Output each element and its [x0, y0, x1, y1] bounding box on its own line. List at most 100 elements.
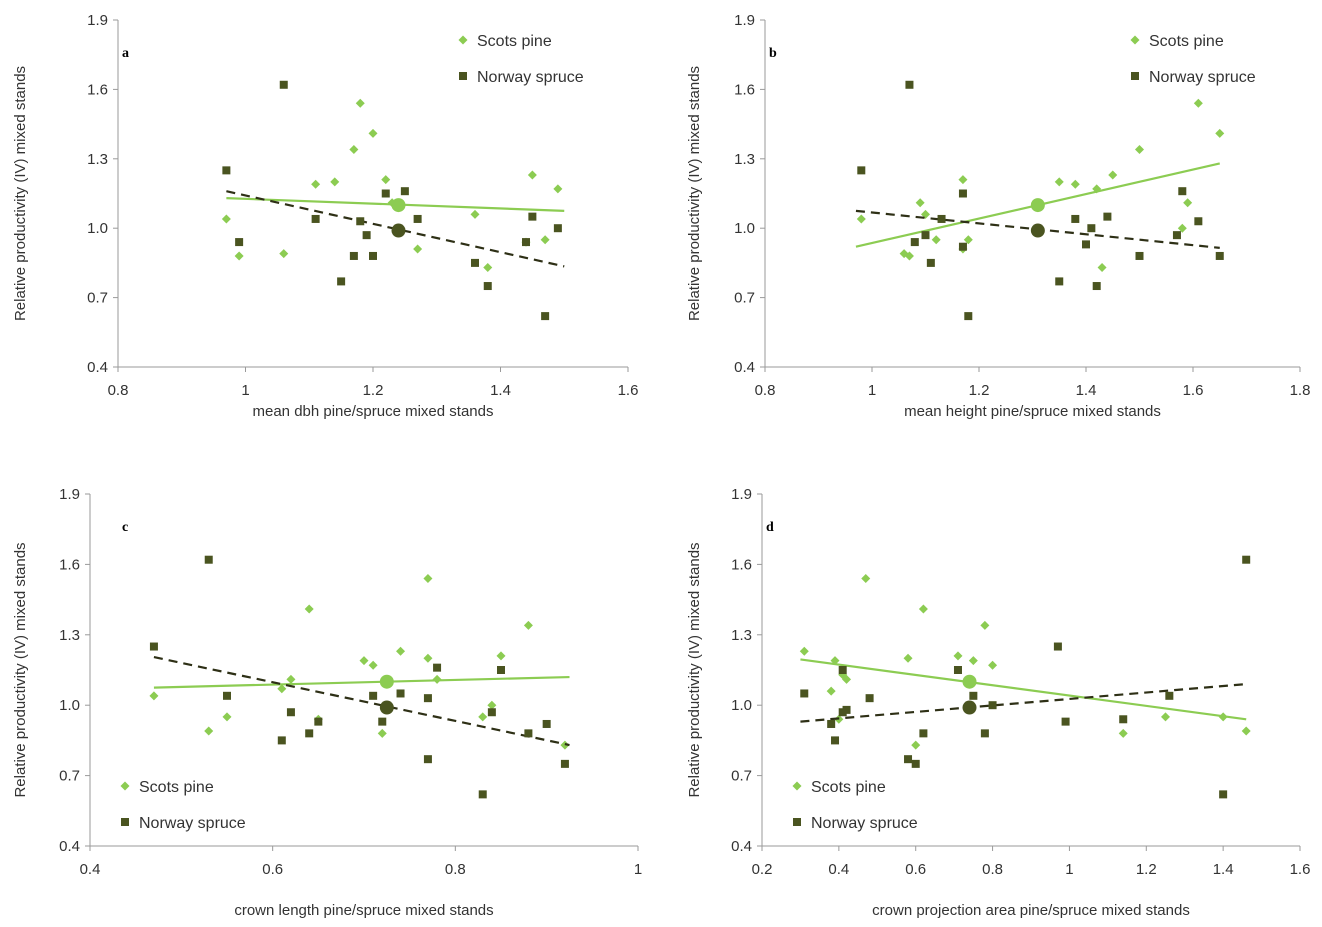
data-point [1172, 231, 1181, 240]
data-point [958, 189, 967, 198]
y-tick-label: 1.3 [734, 151, 755, 168]
data-point [964, 312, 973, 321]
data-point [413, 214, 422, 223]
data-point [487, 700, 497, 710]
data-point [1092, 282, 1101, 291]
data-point [377, 728, 387, 738]
data-point [980, 729, 989, 738]
y-axis-label: Relative productivity (IV) mixed stands [12, 66, 29, 321]
data-point [915, 198, 925, 208]
data-point [423, 653, 433, 663]
mean-point [962, 700, 977, 715]
data-point [1071, 214, 1080, 223]
data-point [1070, 179, 1080, 189]
y-tick-label: 1.9 [87, 12, 108, 29]
panel-b: 0.4 0.7 1.0 1.3 1.6 1.9 0.8 1 1.2 1.4 1.6 1.8 Relati… [686, 12, 1310, 420]
x-tick-label: 1.6 [1290, 861, 1311, 878]
data-point [311, 214, 320, 223]
y-tick-label: 1.0 [87, 220, 108, 237]
data-point [524, 729, 533, 738]
y-tick-label: 1.0 [59, 697, 80, 714]
data-point [1108, 170, 1118, 180]
y-tick-label: 1.0 [734, 220, 755, 237]
x-tick-label: 1 [634, 861, 642, 878]
data-point [1053, 642, 1062, 651]
data-point [149, 642, 158, 651]
data-point [279, 249, 289, 259]
legend-marker-norway-spruce [1131, 72, 1139, 80]
data-point [926, 258, 935, 267]
legend-marker-norway-spruce [459, 72, 467, 80]
x-tick-label: 1.6 [1183, 382, 1204, 399]
series-norway-spruce [800, 555, 1251, 799]
series-norway-spruce [855, 80, 1224, 321]
data-point [958, 242, 967, 251]
legend-label-scots-pine: Scots pine [811, 779, 886, 796]
y-tick-label: 0.4 [734, 359, 755, 376]
data-point [223, 691, 231, 700]
data-point [1165, 691, 1174, 700]
legend: Scots pine Norway spruce [792, 779, 918, 832]
data-point [921, 209, 930, 219]
y-tick-label: 0.7 [87, 290, 108, 307]
y-tick-label: 0.4 [731, 838, 752, 855]
data-point [369, 251, 377, 260]
data-point [1242, 555, 1251, 564]
data-point [540, 235, 550, 245]
data-point [423, 694, 432, 703]
data-point [542, 719, 551, 728]
x-axis-label: mean height pine/spruce mixed stands [904, 403, 1161, 420]
data-point [953, 666, 962, 674]
data-point [553, 224, 562, 233]
data-point [337, 277, 346, 286]
data-point [969, 691, 978, 700]
y-axis-label: Relative productivity (IV) mixed stands [12, 542, 29, 797]
data-point [1135, 145, 1144, 155]
data-point [222, 712, 232, 722]
data-point [311, 179, 321, 189]
data-point [356, 217, 365, 226]
data-point [204, 555, 213, 564]
data-point [368, 128, 378, 138]
data-point [958, 175, 968, 185]
x-tick-label: 0.6 [262, 861, 283, 878]
data-point [980, 620, 990, 630]
mean-point [379, 674, 394, 689]
data-point [234, 251, 244, 261]
trend-line [153, 656, 570, 747]
series-scots-pine [799, 573, 1251, 750]
series-scots-pine [221, 98, 565, 273]
data-point [432, 674, 442, 684]
data-point [1061, 717, 1070, 726]
data-point [910, 238, 919, 247]
legend-marker-scots-pine [792, 781, 802, 791]
data-point [396, 689, 405, 698]
data-point [483, 282, 492, 291]
x-tick-label: 1 [241, 382, 249, 399]
data-point [368, 660, 378, 670]
x-tick-label: 1.2 [1136, 861, 1157, 878]
legend-marker-scots-pine [120, 781, 130, 791]
data-point [378, 717, 387, 726]
data-point [483, 263, 493, 273]
data-point [553, 184, 563, 194]
data-point [1097, 263, 1107, 273]
y-tick-label: 1.6 [59, 556, 80, 573]
data-point [1161, 712, 1170, 722]
data-point [904, 251, 914, 261]
legend: Scots pine Norway spruce [458, 33, 584, 86]
x-tick-label: 0.8 [108, 382, 129, 399]
data-point [1215, 251, 1224, 260]
data-point [921, 231, 930, 240]
trend-line [800, 658, 1247, 721]
legend-marker-scots-pine [1130, 35, 1140, 45]
data-point [911, 740, 921, 750]
data-point [911, 759, 920, 768]
x-tick-label: 1.4 [1213, 861, 1234, 878]
data-point [277, 684, 287, 694]
data-point [221, 214, 231, 224]
data-point [497, 666, 505, 674]
mean-point [1030, 223, 1045, 238]
y-tick-label: 1.3 [59, 627, 80, 644]
data-point [433, 663, 442, 672]
